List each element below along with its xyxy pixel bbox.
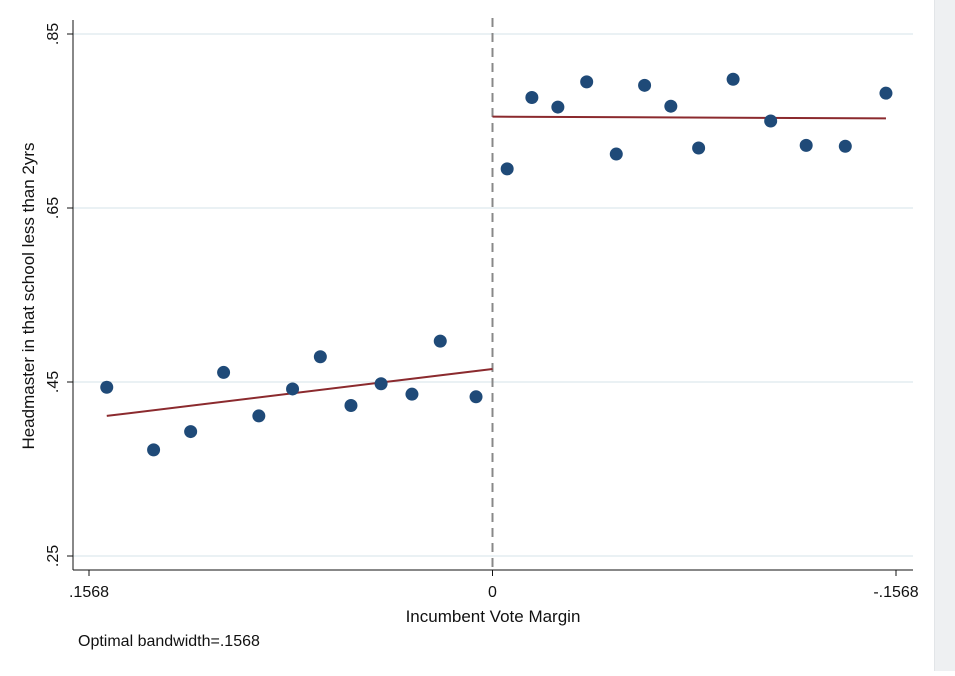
chart-svg: .25 .45 .65 .85 .1568 0 -.1568 Incumbent Vote … — [0, 0, 934, 671]
data-point-0-14 — [551, 100, 565, 114]
data-point-0-6 — [313, 350, 327, 364]
data-point-0-16 — [609, 147, 623, 161]
data-point-0-11 — [469, 390, 483, 404]
fit-line-1 — [492, 115, 886, 120]
data-point-0-17 — [638, 78, 652, 92]
x-tick-label-2: -.1568 — [873, 584, 918, 601]
y-tick-label-3: .85 — [45, 23, 62, 45]
data-point-0-7 — [344, 398, 358, 412]
data-point-0-9 — [405, 387, 419, 401]
y-tick-label-0: .25 — [45, 545, 62, 567]
ticks-layer: .25 .45 .65 .85 .1568 0 -.1568 — [45, 23, 919, 601]
data-point-0-23 — [838, 139, 852, 153]
y-tick-label-2: .65 — [45, 197, 62, 219]
data-point-0-4 — [252, 409, 266, 423]
x-axis-title: Incumbent Vote Margin — [406, 607, 581, 626]
chart-background — [0, 0, 934, 671]
fit-layer — [106, 115, 886, 417]
data-point-0-15 — [580, 75, 594, 89]
x-tick-label-0: .1568 — [69, 584, 109, 601]
points-layer — [100, 72, 893, 457]
data-point-0-8 — [374, 377, 388, 391]
data-point-0-13 — [525, 91, 539, 105]
data-point-0-24 — [879, 86, 893, 100]
data-point-0-12 — [500, 162, 514, 176]
data-point-0-5 — [286, 382, 300, 396]
data-point-0-3 — [217, 365, 231, 379]
data-point-0-18 — [664, 99, 678, 113]
data-point-0-20 — [726, 72, 740, 86]
fit-line-0 — [106, 367, 493, 417]
data-point-0-1 — [147, 443, 161, 457]
x-tick-label-1: 0 — [488, 584, 497, 601]
window-edge-strip — [934, 0, 955, 671]
data-point-0-22 — [799, 138, 813, 152]
data-point-0-0 — [100, 380, 114, 394]
data-point-0-21 — [764, 114, 778, 128]
data-point-0-19 — [692, 141, 706, 155]
chart-figure: .25 .45 .65 .85 .1568 0 -.1568 Incumbent Vote … — [0, 0, 934, 671]
y-tick-label-1: .45 — [45, 371, 62, 393]
data-point-0-2 — [184, 425, 198, 439]
bandwidth-note: Optimal bandwidth=.1568 — [78, 633, 260, 650]
data-point-0-10 — [433, 334, 447, 348]
y-axis-title: Headmaster in that school less than 2yrs — [19, 142, 38, 449]
